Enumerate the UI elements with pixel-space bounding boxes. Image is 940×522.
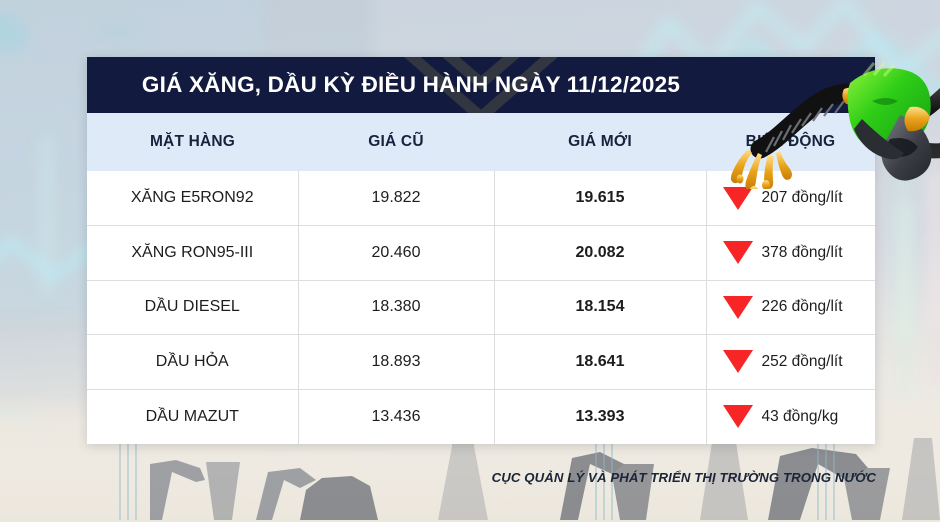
background-watermark-text: eb xyxy=(0,3,27,61)
background-oil-derricks xyxy=(119,412,940,520)
change-wrapper: 378 đồng/lít xyxy=(722,241,876,265)
title-bar: GIÁ XĂNG, DẦU KỲ ĐIỀU HÀNH NGÀY 11/12/20… xyxy=(87,57,875,113)
arrow-down-icon xyxy=(722,350,753,374)
cell-old-price: 19.822 xyxy=(298,171,495,226)
cell-change: 207 đồng/lít xyxy=(706,171,875,226)
cell-change: 226 đồng/lít xyxy=(706,280,875,335)
cell-new-price: 19.615 xyxy=(494,171,707,226)
change-wrapper: 207 đồng/lít xyxy=(722,186,876,210)
cell-item-name: DẦU HỎA xyxy=(87,334,299,390)
page-title: GIÁ XĂNG, DẦU KỲ ĐIỀU HÀNH NGÀY 11/12/20… xyxy=(141,72,681,97)
column-header-change: BIẾN ĐỘNG xyxy=(706,113,875,171)
arrow-down-icon xyxy=(722,186,753,210)
cell-change: 43 đồng/kg xyxy=(706,389,875,444)
background-watermark-text-2: Mar xyxy=(98,18,138,43)
cell-change: 378 đồng/lít xyxy=(706,225,876,281)
cell-new-price: 18.641 xyxy=(494,334,707,390)
title-watermark-logo xyxy=(404,57,558,113)
cell-new-price: 18.154 xyxy=(494,280,707,335)
cell-new-price: 20.082 xyxy=(494,225,707,281)
footer-credit: CỤC QUẢN LÝ VÀ PHÁT TRIỂN THỊ TRƯỜNG TRO… xyxy=(491,470,876,485)
cell-item-name: DẦU DIESEL xyxy=(87,280,299,335)
table-row: DẦU DIESEL 18.380 18.154 226 đồng/lít xyxy=(87,280,875,335)
table-row: XĂNG E5RON92 19.822 19.615 207 đồng/lít xyxy=(87,171,875,226)
cell-old-price: 18.380 xyxy=(298,280,495,335)
arrow-down-icon xyxy=(722,241,753,265)
column-header-item: MẶT HÀNG xyxy=(87,113,298,171)
cell-old-price: 13.436 xyxy=(298,389,495,444)
table-header-row: MẶT HÀNG GIÁ CŨ GIÁ MỚI BIẾN ĐỘNG xyxy=(87,113,875,171)
table-row: DẦU HỎA 18.893 18.641 252 đồng/lít xyxy=(87,334,876,390)
cell-change: 252 đồng/lít xyxy=(706,334,876,390)
change-amount-label: 207 đồng/lít xyxy=(761,189,843,206)
column-header-old: GIÁ CŨ xyxy=(298,113,494,171)
change-amount-label: 252 đồng/lít xyxy=(761,352,843,370)
cell-item-name: XĂNG RON95-III xyxy=(87,225,299,281)
cell-item-name: XĂNG E5RON92 xyxy=(87,171,299,226)
cell-item-name: DẦU MAZUT xyxy=(87,389,299,444)
change-wrapper: 43 đồng/kg xyxy=(722,405,876,428)
change-amount-label: 226 đồng/lít xyxy=(761,298,843,316)
cell-new-price: 13.393 xyxy=(494,389,707,444)
arrow-down-icon xyxy=(722,295,753,319)
cell-old-price: 20.460 xyxy=(298,225,495,281)
table-body: XĂNG E5RON92 19.822 19.615 207 đồng/lít XĂNG… xyxy=(87,171,875,444)
column-header-new: GIÁ MỚI xyxy=(494,113,706,171)
price-table-card: GIÁ XĂNG, DẦU KỲ ĐIỀU HÀNH NGÀY 11/12/20… xyxy=(87,57,940,444)
fuel-price-table: MẶT HÀNG GIÁ CŨ GIÁ MỚI BIẾN ĐỘNG XĂNG E… xyxy=(87,113,875,444)
table-header: MẶT HÀNG GIÁ CŨ GIÁ MỚI BIẾN ĐỘNG xyxy=(87,113,875,171)
change-wrapper: 226 đồng/lít xyxy=(722,295,876,319)
cell-old-price: 18.893 xyxy=(298,334,495,390)
table-row: DẦU MAZUT 13.436 13.393 43 đồng/kg xyxy=(87,389,875,444)
change-wrapper: 252 đồng/lít xyxy=(722,350,876,374)
table-row: XĂNG RON95-III 20.460 20.082 378 đồng/lít xyxy=(87,225,876,281)
change-amount-label: 378 đồng/lít xyxy=(761,243,843,261)
change-amount-label: 43 đồng/kg xyxy=(761,407,839,425)
arrow-down-icon xyxy=(722,405,753,428)
